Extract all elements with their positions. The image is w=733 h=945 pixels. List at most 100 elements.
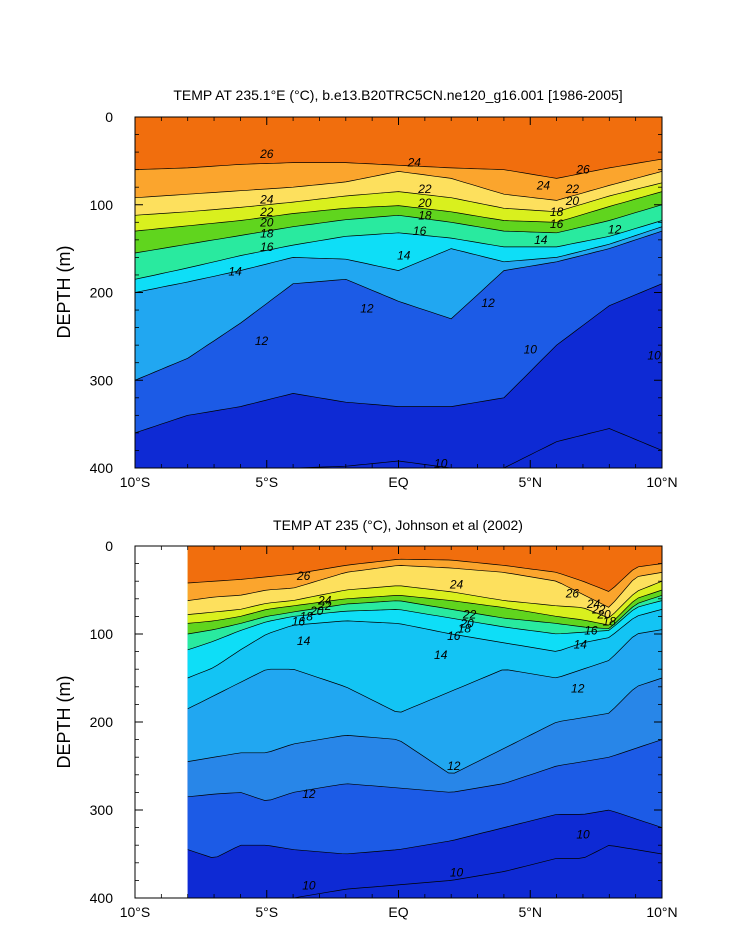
contour-label: 14 <box>434 648 448 662</box>
contour-line-24 <box>135 171 662 201</box>
contour-label: 10 <box>647 349 661 363</box>
contour-label: 20 <box>417 196 432 210</box>
contour-label: 18 <box>603 615 617 629</box>
contour-label: 14 <box>534 233 548 247</box>
contour-label: 20 <box>309 604 324 618</box>
contour-label: 12 <box>571 682 585 696</box>
contour-label: 24 <box>259 193 274 207</box>
contour-label: 16 <box>413 224 427 238</box>
panel-top: TEMP AT 235.1°E (°C), b.e13.B20TRC5CN.ne… <box>54 87 678 490</box>
contour-label: 12 <box>302 787 316 801</box>
contour-label: 18 <box>300 609 314 623</box>
contour-label: 26 <box>565 587 580 601</box>
contour-label: 22 <box>591 602 606 616</box>
contour-fill-26 <box>135 117 662 179</box>
top-y-axis-label: DEPTH (m) <box>54 246 74 339</box>
x-tick-label: 5°N <box>519 904 543 920</box>
contour-label: 12 <box>481 296 495 310</box>
contour-label: 16 <box>584 624 598 638</box>
contour-line-18 <box>135 204 662 254</box>
contour-label: 14 <box>228 264 242 278</box>
y-tick-label: 200 <box>90 714 114 730</box>
contour-label: 16 <box>292 615 306 629</box>
contour-label: 26 <box>259 147 274 161</box>
contour-line-24 <box>187 565 662 608</box>
x-tick-label: 10°N <box>646 904 677 920</box>
contour-label: 20 <box>259 215 274 229</box>
contour-label: 22 <box>565 182 580 196</box>
y-tick-label: 200 <box>90 285 114 301</box>
contour-label: 22 <box>317 599 332 613</box>
contour-label: 10 <box>450 866 464 880</box>
contour-label: 20 <box>565 194 580 208</box>
x-tick-label: EQ <box>388 474 408 490</box>
contour-label: 16 <box>550 217 564 231</box>
y-tick-label: 0 <box>105 538 113 554</box>
contour-line-20 <box>187 589 662 626</box>
contour-label: 14 <box>297 634 311 648</box>
contour-label: 18 <box>418 208 432 222</box>
contour-label: 22 <box>259 205 274 219</box>
contour-line-26 <box>187 558 662 592</box>
contour-label: 22 <box>417 182 432 196</box>
contour-label: 12 <box>608 222 622 236</box>
x-tick-label: 5°N <box>519 474 543 490</box>
contour-label: 10 <box>302 879 316 893</box>
contour-label: 18 <box>550 205 564 219</box>
contour-line-26 <box>135 158 662 179</box>
contour-line-14 <box>187 609 662 679</box>
panel-bottom: TEMP AT 235 (°C), Johnson et al (2002) 2… <box>54 517 678 920</box>
x-tick-label: 10°S <box>120 904 151 920</box>
contour-label: 24 <box>449 578 464 592</box>
bottom-contour-field: 2624262422201816222018162422201816141414… <box>187 546 662 898</box>
contour-label: 12 <box>447 759 461 773</box>
contour-label: 20 <box>459 616 474 630</box>
y-tick-label: 100 <box>90 197 114 213</box>
contour-label: 24 <box>407 156 422 170</box>
contour-line-10 <box>135 283 662 434</box>
top-axes: 10°S 5°S EQ 5°N 10°N 0 100 200 300 400 <box>90 109 678 490</box>
contour-label: 22 <box>462 608 477 622</box>
x-tick-label: 10°S <box>120 474 151 490</box>
contour-label: 14 <box>397 249 411 263</box>
contour-label: 24 <box>586 597 601 611</box>
contour-label: 18 <box>260 227 274 241</box>
contour-line-18 <box>187 594 662 635</box>
contour-label: 16 <box>260 240 274 254</box>
contour-line-14 <box>135 226 662 293</box>
x-tick-label: 5°S <box>255 474 278 490</box>
contour-label: 20 <box>596 608 611 622</box>
y-tick-label: 300 <box>90 372 114 388</box>
contour-line-16 <box>187 600 662 651</box>
bottom-title: TEMP AT 235 (°C), Johnson et al (2002) <box>273 517 523 533</box>
y-tick-label: 300 <box>90 802 114 818</box>
contour-line-16 <box>135 220 662 280</box>
contour-label: 12 <box>360 301 374 315</box>
contour-label: 10 <box>524 343 538 357</box>
contour-label: 10 <box>576 828 590 842</box>
contour-line-13 <box>187 629 662 713</box>
y-tick-label: 400 <box>90 460 114 476</box>
contour-label: 10 <box>434 457 448 471</box>
y-tick-label: 400 <box>90 890 114 906</box>
y-tick-label: 0 <box>105 109 113 125</box>
contour-line-20 <box>135 191 662 232</box>
contour-label: 18 <box>458 622 472 636</box>
x-tick-label: EQ <box>388 904 408 920</box>
contour-label: 24 <box>317 594 332 608</box>
contour-label: 26 <box>296 569 311 583</box>
top-title: TEMP AT 235.1°E (°C), b.e13.B20TRC5CN.ne… <box>173 87 622 103</box>
x-tick-label: 10°N <box>646 474 677 490</box>
contour-line-22 <box>187 580 662 619</box>
x-tick-label: 5°S <box>255 904 278 920</box>
contour-fill-26 <box>187 546 662 592</box>
contour-line-12 <box>135 230 662 381</box>
contour-label: 16 <box>447 629 461 643</box>
bottom-axes: 10°S 5°S EQ 5°N 10°N 0 100 200 300 400 <box>90 538 678 920</box>
contour-label: 12 <box>255 334 269 348</box>
contour-label: 26 <box>575 163 590 177</box>
contour-line-10 <box>187 809 662 858</box>
contour-line-11 <box>187 739 662 801</box>
contour-line-9 <box>187 845 662 898</box>
